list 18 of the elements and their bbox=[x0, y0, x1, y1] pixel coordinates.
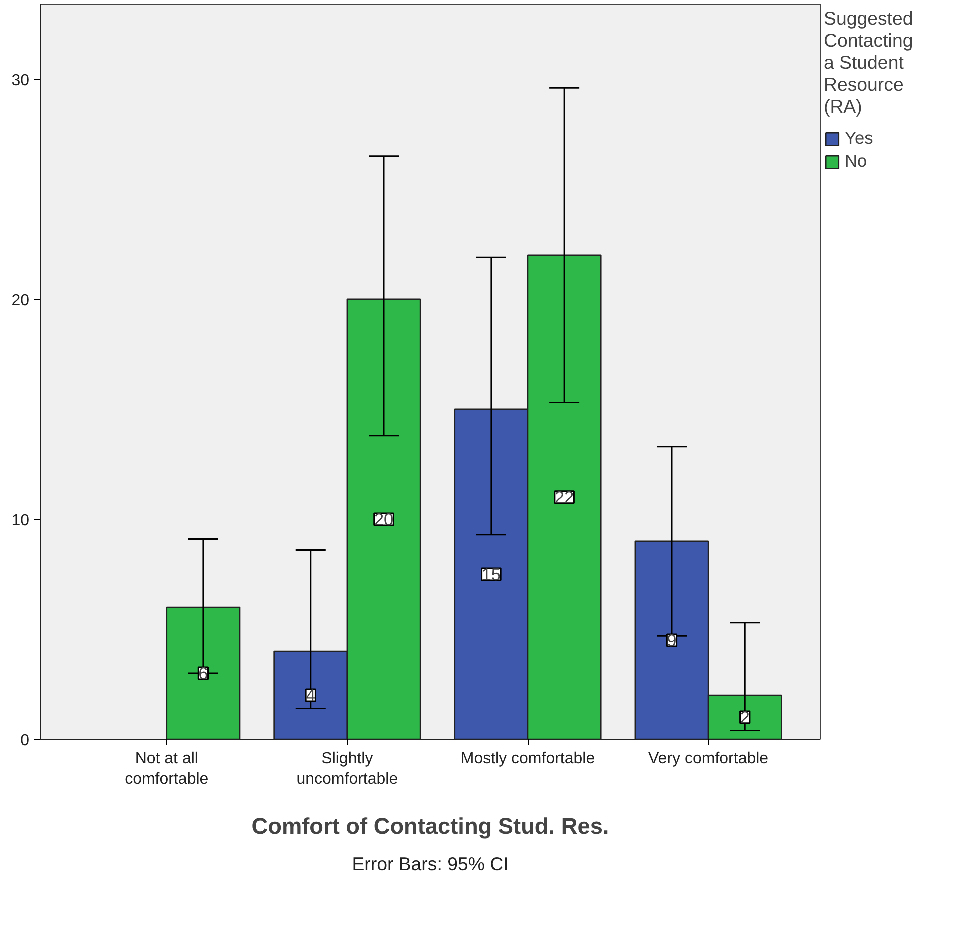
x-axis-title: Comfort of Contacting Stud. Res. bbox=[252, 812, 610, 839]
y-tick-label: 0 bbox=[20, 732, 30, 750]
legend-label: No bbox=[845, 151, 868, 172]
legend-label: Yes bbox=[845, 128, 874, 149]
data-label: 15 bbox=[482, 564, 502, 584]
y-tick-label: 10 bbox=[12, 512, 30, 530]
data-label: 6 bbox=[198, 663, 208, 684]
x-tick-label: Not at all comfortable bbox=[125, 750, 209, 788]
data-label: 20 bbox=[374, 509, 394, 530]
y-tick-label: 30 bbox=[12, 72, 30, 90]
data-label: 9 bbox=[667, 630, 677, 650]
x-tick-label: Very comfortable bbox=[648, 750, 769, 768]
y-tick-label: 20 bbox=[12, 292, 30, 310]
text: Error Bars: 95% CI bbox=[352, 854, 509, 874]
x-tick-label: Slightly uncomfortable bbox=[296, 750, 398, 788]
x-tick-label: Mostly comfortable bbox=[460, 750, 596, 768]
legend-title: Suggested Contacting a Student Resource (RA) bbox=[824, 8, 914, 118]
data-label: 2 bbox=[740, 707, 750, 728]
